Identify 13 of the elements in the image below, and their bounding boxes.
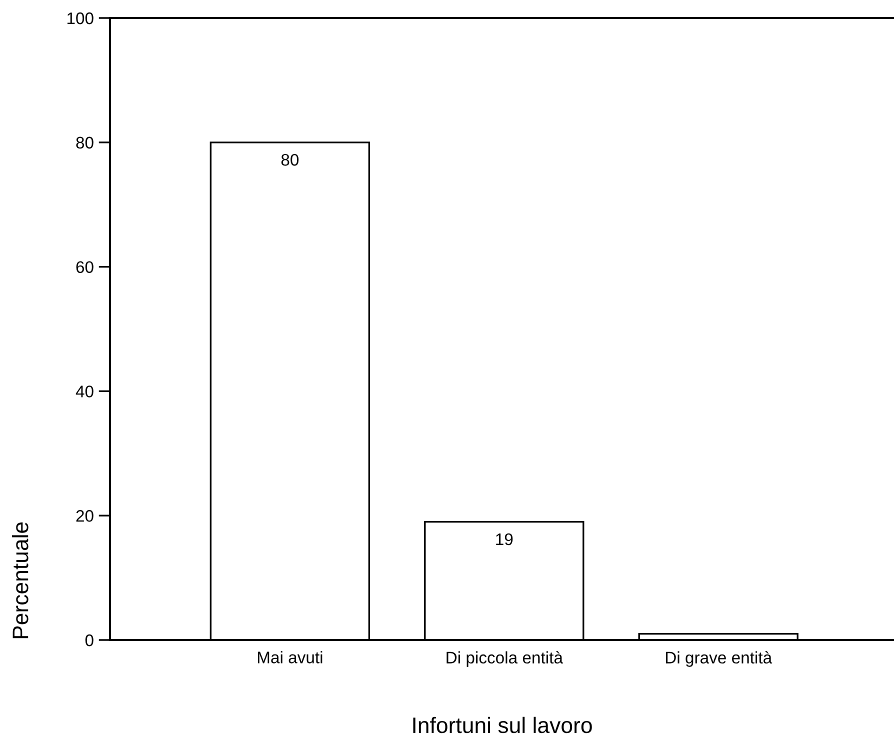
y-tick-label: 100 <box>67 12 94 24</box>
y-tick-label: 80 <box>76 136 94 149</box>
data-label: 80 <box>281 154 299 166</box>
y-tick-label: 0 <box>85 634 94 646</box>
y-axis-title: Percentuale <box>12 522 28 638</box>
data-label: 19 <box>496 533 513 546</box>
x-axis-title: Infortuni sul lavoro <box>413 716 592 734</box>
y-tick-label: 20 <box>76 510 94 522</box>
x-tick-label: Di grave entità <box>666 651 772 667</box>
x-tick-label: Di piccola entità <box>446 651 563 667</box>
y-tick-label: 60 <box>76 261 94 274</box>
x-tick-label: Mai avuti <box>258 651 322 664</box>
y-tick-label: 40 <box>76 386 94 398</box>
